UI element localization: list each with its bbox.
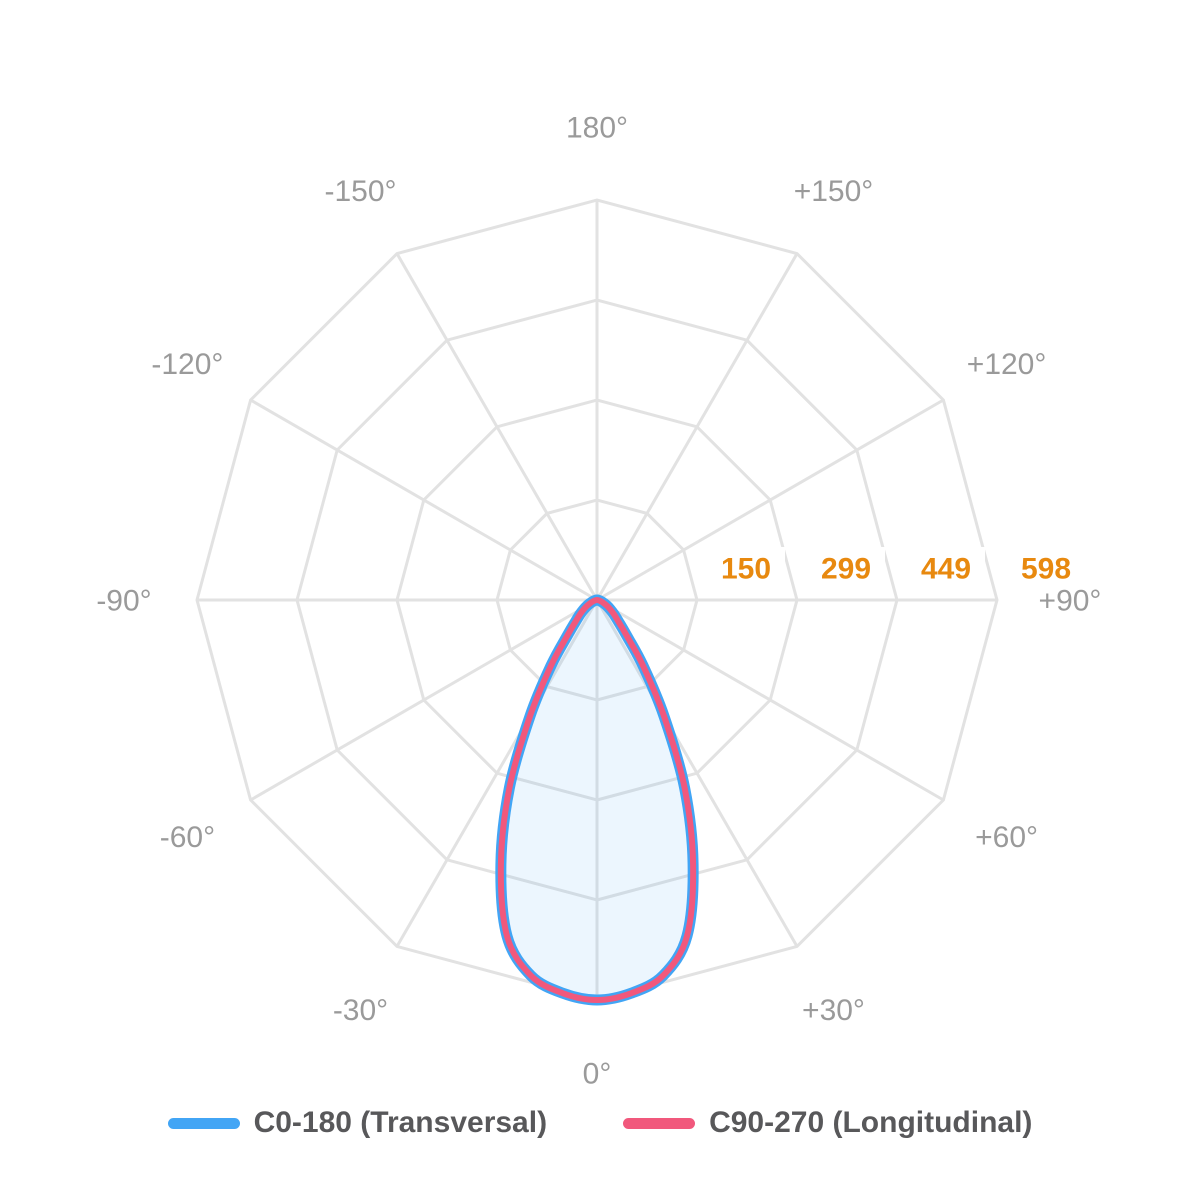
angle-label-0: 0° — [583, 1058, 612, 1091]
angle-label--30: -30° — [333, 994, 388, 1027]
radial-tick-598: 598 — [1021, 553, 1071, 586]
grid-spoke — [249, 398, 598, 602]
chart-legend: C0-180 (Transversal) C90-270 (Longitudin… — [0, 1100, 1200, 1146]
angle-label--90: -90° — [96, 585, 151, 618]
series-curve — [495, 594, 699, 1006]
grid-spoke — [249, 598, 598, 802]
radial-tick-449: 449 — [921, 553, 971, 586]
tick-backdrop — [1007, 547, 1085, 589]
legend-item-c90-270[interactable]: C90-270 (Longitudinal) — [623, 1100, 1032, 1146]
grid-spoke — [395, 599, 599, 948]
series-curve — [497, 597, 697, 1003]
angle-label--150: -150° — [324, 175, 396, 208]
grid-spoke — [596, 398, 945, 602]
angle-label-60: +60° — [975, 821, 1038, 854]
grid-spoke — [395, 252, 599, 601]
radial-tick-299: 299 — [821, 553, 871, 586]
legend-swatch-c0-180 — [167, 1117, 240, 1129]
polar-chart-canvas: 0° +30° +60° +90° +120° +150° 180° -150° -120° -9… — [96, 112, 1101, 1091]
grid-spoke — [595, 252, 799, 601]
angle-label--120: -120° — [151, 348, 223, 381]
tick-backdrop — [907, 547, 985, 589]
legend-label-c0-180: C0-180 (Transversal) — [253, 1106, 548, 1139]
angle-label-90: +90° — [1039, 585, 1102, 618]
angle-label-150: +150° — [794, 175, 874, 208]
angle-label-120: +120° — [967, 348, 1047, 381]
angle-label-30: +30° — [802, 994, 865, 1027]
series-c90-270 — [497, 597, 697, 1003]
radial-tick-150: 150 — [721, 553, 771, 586]
angle-label-180: 180° — [566, 112, 628, 145]
tick-backdrop — [707, 547, 785, 589]
angle-labels: 0° +30° +60° +90° +120° +150° 180° -150° -120° -9… — [96, 112, 1101, 1091]
series-c0-180 — [495, 594, 699, 1006]
angle-label--60: -60° — [160, 821, 215, 854]
polar-grid — [195, 198, 999, 1002]
radial-tick-labels: 150 299 449 598 — [707, 547, 1085, 589]
legend-swatch-c90-270 — [623, 1117, 696, 1129]
legend-item-c0-180[interactable]: C0-180 (Transversal) — [167, 1100, 548, 1146]
legend-label-c90-270: C90-270 (Longitudinal) — [709, 1106, 1033, 1139]
grid-spoke — [595, 599, 799, 948]
tick-backdrop — [807, 547, 885, 589]
grid-spoke — [596, 598, 945, 802]
